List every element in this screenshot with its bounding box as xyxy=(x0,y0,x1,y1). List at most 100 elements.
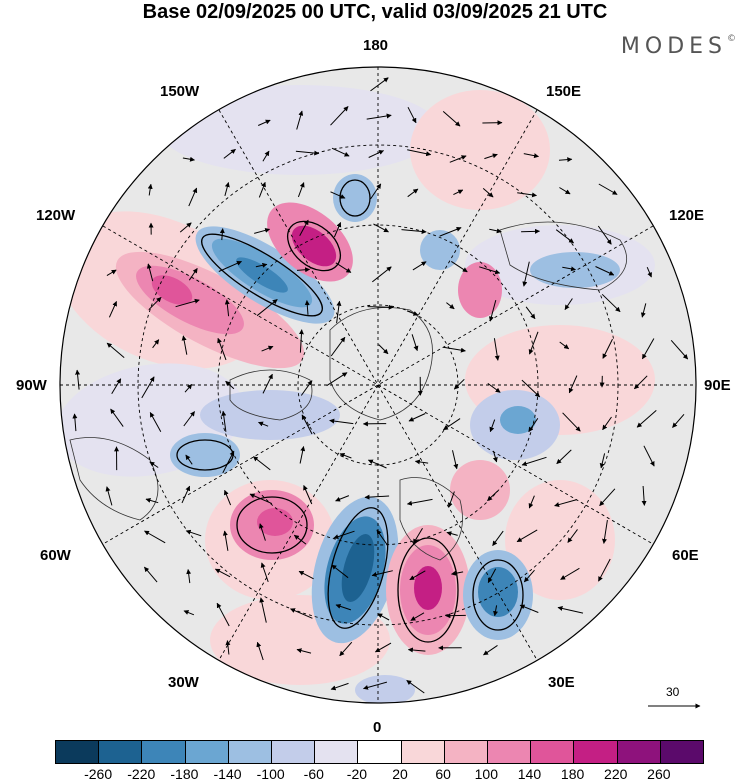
wind-arrow xyxy=(670,339,689,360)
wind-arrow xyxy=(482,188,494,198)
meridian-150e-30w xyxy=(218,109,538,661)
colorbar-segment xyxy=(228,741,273,763)
wind-arrow xyxy=(411,334,419,352)
wind-arrow xyxy=(364,494,390,500)
wind-arrow xyxy=(299,219,309,236)
wind-arrow xyxy=(446,302,455,310)
scandinavia-coastline xyxy=(399,477,463,561)
colorbar-tick-label: -180 xyxy=(170,766,199,782)
contour-line xyxy=(327,507,389,629)
wind-arrow xyxy=(641,338,655,360)
wind-arrow xyxy=(149,461,159,468)
wind-arrow xyxy=(214,568,231,578)
wind-arrow xyxy=(446,531,458,537)
wind-arrow xyxy=(597,225,612,245)
colorbar-segment xyxy=(185,741,229,763)
wind-arrow xyxy=(641,485,647,506)
wind-arrow xyxy=(262,373,273,394)
wind-arrow xyxy=(290,608,313,619)
wind-arrow xyxy=(188,187,198,207)
wind-arrow xyxy=(479,266,501,275)
colorbar-tick-label: 180 xyxy=(560,766,585,782)
wind-arrow xyxy=(528,418,539,433)
colorbar-tick-label: 140 xyxy=(517,766,542,782)
wind-arrow xyxy=(304,300,310,315)
colorbar-segment xyxy=(272,741,316,763)
colorbar-segment xyxy=(617,741,661,763)
wind-arrow xyxy=(252,456,271,471)
wind-arrow xyxy=(407,188,419,198)
wind-arrow xyxy=(144,566,158,583)
anomaly-region xyxy=(160,85,440,175)
wind-arrow xyxy=(528,495,535,509)
colorbar-tick-label: 220 xyxy=(604,766,628,782)
wind-arrow xyxy=(371,570,393,577)
wind-arrow xyxy=(368,150,385,158)
wind-arrow xyxy=(216,602,230,627)
wind-vectors xyxy=(72,77,689,694)
wind-arrow xyxy=(602,416,612,431)
wind-arrow xyxy=(557,606,584,614)
colorbar-tick-label: -100 xyxy=(256,766,285,782)
wind-arrow xyxy=(523,153,539,159)
wind-arrow xyxy=(299,446,306,464)
wind-arrow xyxy=(453,378,465,390)
anomaly-field xyxy=(60,85,655,703)
lon-label-150e: 150E xyxy=(546,83,582,100)
wind-arrow xyxy=(105,486,113,506)
meridian-120e-60w xyxy=(102,225,654,545)
wind-arrow xyxy=(559,187,571,195)
wind-arrow xyxy=(224,182,230,197)
wind-arrow xyxy=(331,147,350,157)
wind-arrow xyxy=(249,493,273,505)
wind-arrow xyxy=(487,568,497,584)
colorbar-tick-label: 260 xyxy=(647,766,671,782)
anomaly-region xyxy=(355,675,415,703)
wind-arrow xyxy=(183,411,196,427)
wind-arrow xyxy=(558,157,573,163)
wind-arrow xyxy=(492,450,498,463)
wind-arrow xyxy=(258,421,269,427)
greenland-coastline xyxy=(229,369,313,421)
wind-arrow xyxy=(568,375,578,394)
anomaly-region xyxy=(341,533,375,603)
anomaly-region xyxy=(478,567,518,617)
wind-arrow xyxy=(564,298,573,311)
wind-arrow xyxy=(407,149,432,157)
wind-arrow xyxy=(595,266,615,276)
anomaly-region xyxy=(414,566,442,610)
wind-arrow xyxy=(293,534,307,545)
lon-label-120w: 120W xyxy=(36,207,76,224)
wind-arrow xyxy=(225,640,231,655)
meridian-120w-60e xyxy=(102,225,654,545)
wind-arrow xyxy=(640,303,647,318)
latitude-circle xyxy=(217,224,539,546)
wind-arrow xyxy=(259,597,267,623)
wind-arrow xyxy=(296,267,311,273)
wind-arrow xyxy=(523,569,535,583)
wind-arrow xyxy=(222,450,235,474)
wind-arrow xyxy=(371,266,392,283)
wind-arrow xyxy=(414,459,429,465)
wind-arrow xyxy=(175,298,200,308)
wind-arrow xyxy=(185,529,202,537)
wind-arrow xyxy=(148,296,162,311)
anomaly-region xyxy=(500,406,536,434)
wind-arrow xyxy=(179,222,192,233)
wind-arrow xyxy=(106,269,117,277)
wind-arrow xyxy=(367,459,387,469)
wind-arrow xyxy=(186,569,192,584)
wind-arrow xyxy=(439,226,462,237)
wind-arrow xyxy=(442,111,461,127)
wind-arrow xyxy=(488,299,497,322)
wind-arrow xyxy=(672,413,685,428)
wind-arrow xyxy=(255,262,268,268)
colorbar-segment xyxy=(574,741,618,763)
meridian-150w-30e xyxy=(218,109,538,661)
lon-label-90e: 90E xyxy=(704,377,731,394)
wind-arrow xyxy=(374,642,392,653)
wind-arrow xyxy=(257,119,271,126)
wind-arrow xyxy=(643,445,655,467)
wind-arrow xyxy=(333,530,355,540)
wind-arrow xyxy=(376,529,388,545)
